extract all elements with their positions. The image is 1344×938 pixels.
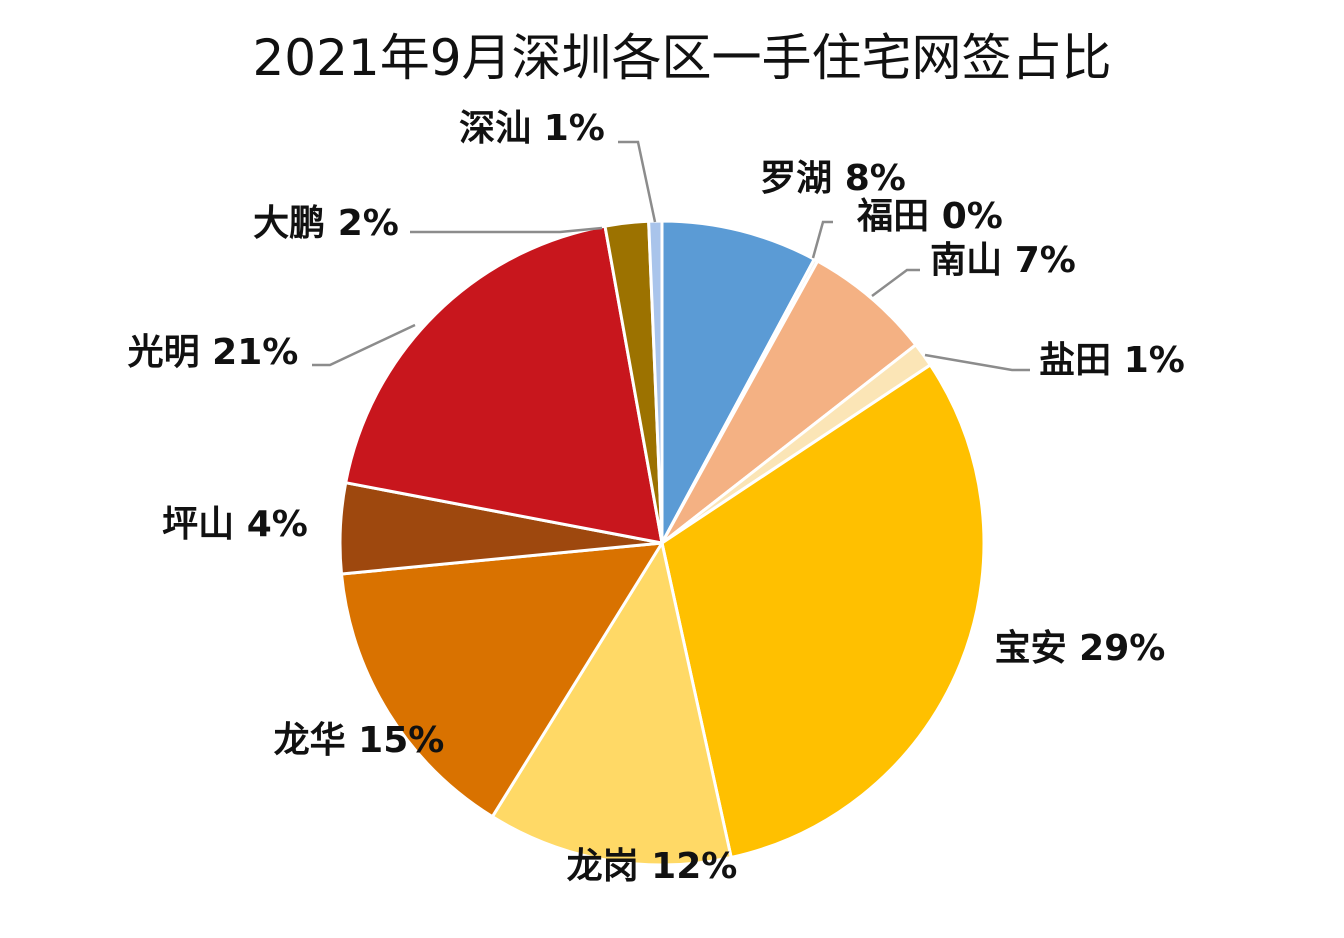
pie-slice-8 <box>343 224 664 545</box>
pie-slice-6 <box>339 541 665 819</box>
slice-label-5: 龙岗 12% <box>567 846 738 887</box>
leader-line-10 <box>618 140 657 223</box>
pie-slice-5 <box>490 539 733 867</box>
leader-line-0 <box>811 220 833 259</box>
slice-label-8: 光明 21% <box>128 332 299 373</box>
pie-slice-2 <box>660 259 918 545</box>
slice-label-6: 龙华 15% <box>274 720 445 761</box>
leader-line-3 <box>924 353 1030 372</box>
slice-label-1: 福田 0% <box>856 196 1003 237</box>
slice-label-0: 罗湖 8% <box>760 158 906 199</box>
slice-label-9: 大鹏 2% <box>253 203 399 244</box>
leader-lines <box>312 140 1030 372</box>
slice-label-4: 宝安 29% <box>995 628 1166 669</box>
slice-label-10: 深汕 1% <box>459 108 605 149</box>
slice-label-7: 坪山 4% <box>162 504 308 545</box>
leader-line-2 <box>871 268 920 298</box>
slice-label-2: 南山 7% <box>930 240 1076 281</box>
leader-line-9 <box>410 226 603 234</box>
slice-label-3: 盐田 1% <box>1039 340 1185 381</box>
chart-title: 2021年9月深圳各区一手住宅网签占比 <box>252 29 1111 87</box>
slice-labels: 罗湖 8%福田 0%南山 7% 盐田 1% 宝安 29% 龙岗 12% 龙华 15% 坪山… <box>128 108 1185 887</box>
pie-slice-0 <box>660 219 817 544</box>
leader-line-8 <box>312 323 416 367</box>
pie-slice-4 <box>660 362 986 860</box>
pie-slices <box>338 219 986 867</box>
